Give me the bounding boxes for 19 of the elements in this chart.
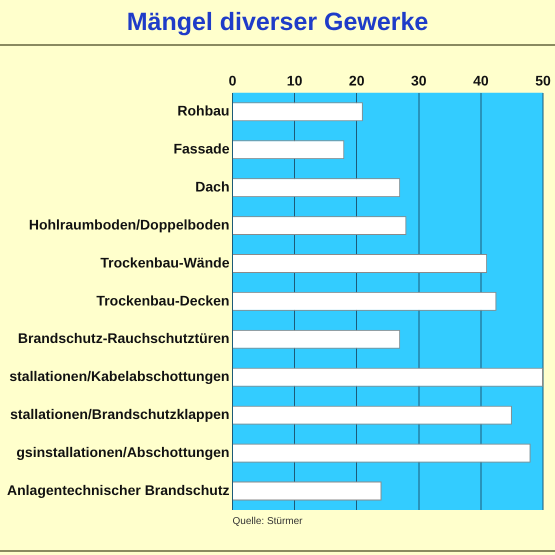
x-tick-label: 40 — [473, 72, 489, 88]
y-tick-label: stallationen/Brandschutzklappen — [10, 406, 230, 422]
y-tick-label: Rohbau — [177, 102, 230, 119]
x-tick-label: 20 — [348, 72, 365, 88]
chart-title: Mängel diverser Gewerke — [0, 0, 555, 46]
y-tick-label: Trockenbau-Wände — [100, 254, 230, 270]
y-tick-label: Trockenbau-Decken — [96, 292, 230, 308]
y-tick-label: Fassade — [173, 140, 230, 157]
y-tick-label: gsinstallationen/Abschottungen — [16, 444, 230, 460]
y-tick-label: Brandschutz-Rauchschutztüren — [18, 330, 230, 346]
y-tick-label: stallationen/Kabelabschottungen — [9, 368, 230, 384]
y-tick-label: Dach — [195, 178, 230, 194]
y-tick-label: Hohlraumboden/Doppelboden — [28, 216, 230, 232]
y-tick-label: Anlagentechnischer Brandschutz — [6, 482, 230, 498]
x-tick-label: 10 — [286, 72, 303, 88]
x-tick-label: 30 — [411, 72, 427, 88]
x-tick-label: 50 — [535, 72, 551, 88]
source-note: Quelle: Stürmer — [232, 516, 304, 527]
x-tick-label: 0 — [228, 72, 237, 88]
